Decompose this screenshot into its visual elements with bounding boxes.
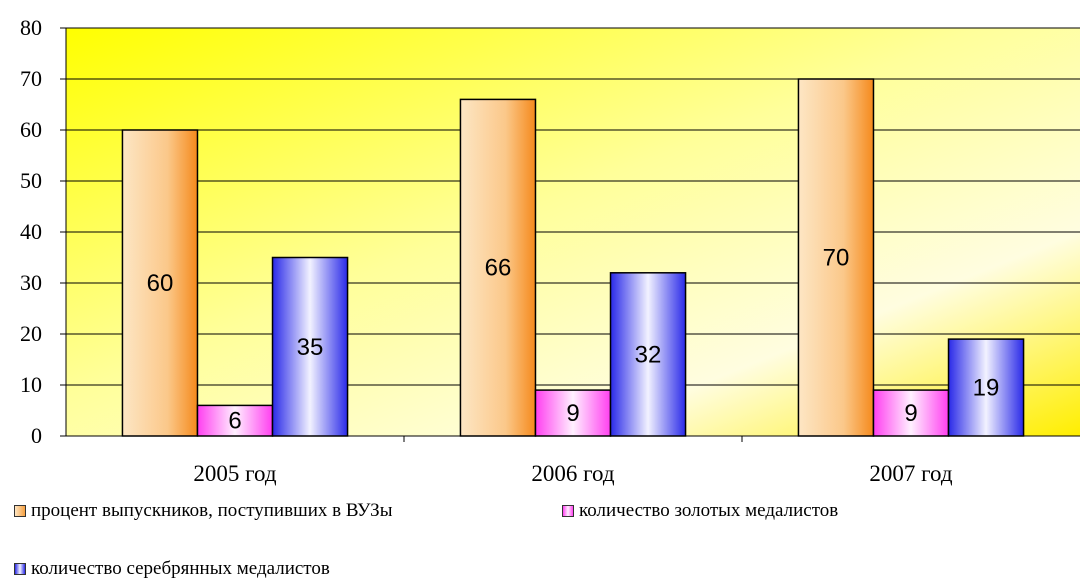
legend-item: процент выпускников, поступивших в ВУЗы (14, 500, 392, 522)
data-label: 70 (823, 245, 850, 272)
bar (121, 129, 199, 437)
x-tick-label: 2007 год (869, 461, 952, 486)
data-label: 6 (228, 408, 241, 435)
legend-item: количество золотых медалистов (562, 500, 838, 522)
bar (534, 389, 612, 437)
y-tick-label: 60 (20, 117, 42, 142)
y-tick-label: 50 (20, 168, 42, 193)
data-label: 19 (973, 375, 1000, 402)
y-tick-label: 30 (20, 270, 42, 295)
legend-swatch (562, 505, 574, 517)
data-labels: 60 6 35 66 9 32 70 9 19 (147, 245, 1000, 435)
x-tick-label: 2005 год (193, 461, 276, 486)
bar (196, 404, 274, 437)
legend-swatch (14, 563, 26, 575)
x-tick-labels: 2005 год 2006 год 2007 год (193, 461, 952, 486)
y-tick-label: 10 (20, 372, 42, 397)
chart-svg: 0 10 20 30 40 50 60 70 80 60 6 35 66 9 32 70 9 19 2005 г… (20, 15, 1080, 486)
bar (872, 389, 950, 437)
legend-label: количество золотых медалистов (579, 500, 839, 521)
data-label: 66 (485, 255, 512, 282)
x-tick-label: 2006 год (531, 461, 614, 486)
data-label: 9 (566, 400, 579, 427)
bars (121, 78, 1025, 437)
y-tick-label: 20 (20, 321, 42, 346)
y-tick-label: 0 (31, 423, 42, 448)
bar (271, 256, 349, 437)
y-tick-label: 80 (20, 15, 42, 40)
y-tick-label: 70 (20, 66, 42, 91)
bar (797, 78, 875, 437)
legend-item: количество серебрянных медалистов (14, 558, 330, 580)
bar (947, 338, 1025, 437)
data-label: 9 (904, 400, 917, 427)
y-tick-label: 40 (20, 219, 42, 244)
data-label: 60 (147, 270, 174, 297)
gridlines (66, 27, 1080, 386)
legend-label: количество серебрянных медалистов (31, 558, 330, 579)
legend-swatch (14, 505, 26, 517)
data-label: 35 (297, 334, 324, 361)
legend-label: процент выпускников, поступивших в ВУЗы (31, 500, 393, 521)
bar (609, 272, 687, 437)
data-label: 32 (635, 341, 662, 368)
bar (459, 98, 537, 437)
